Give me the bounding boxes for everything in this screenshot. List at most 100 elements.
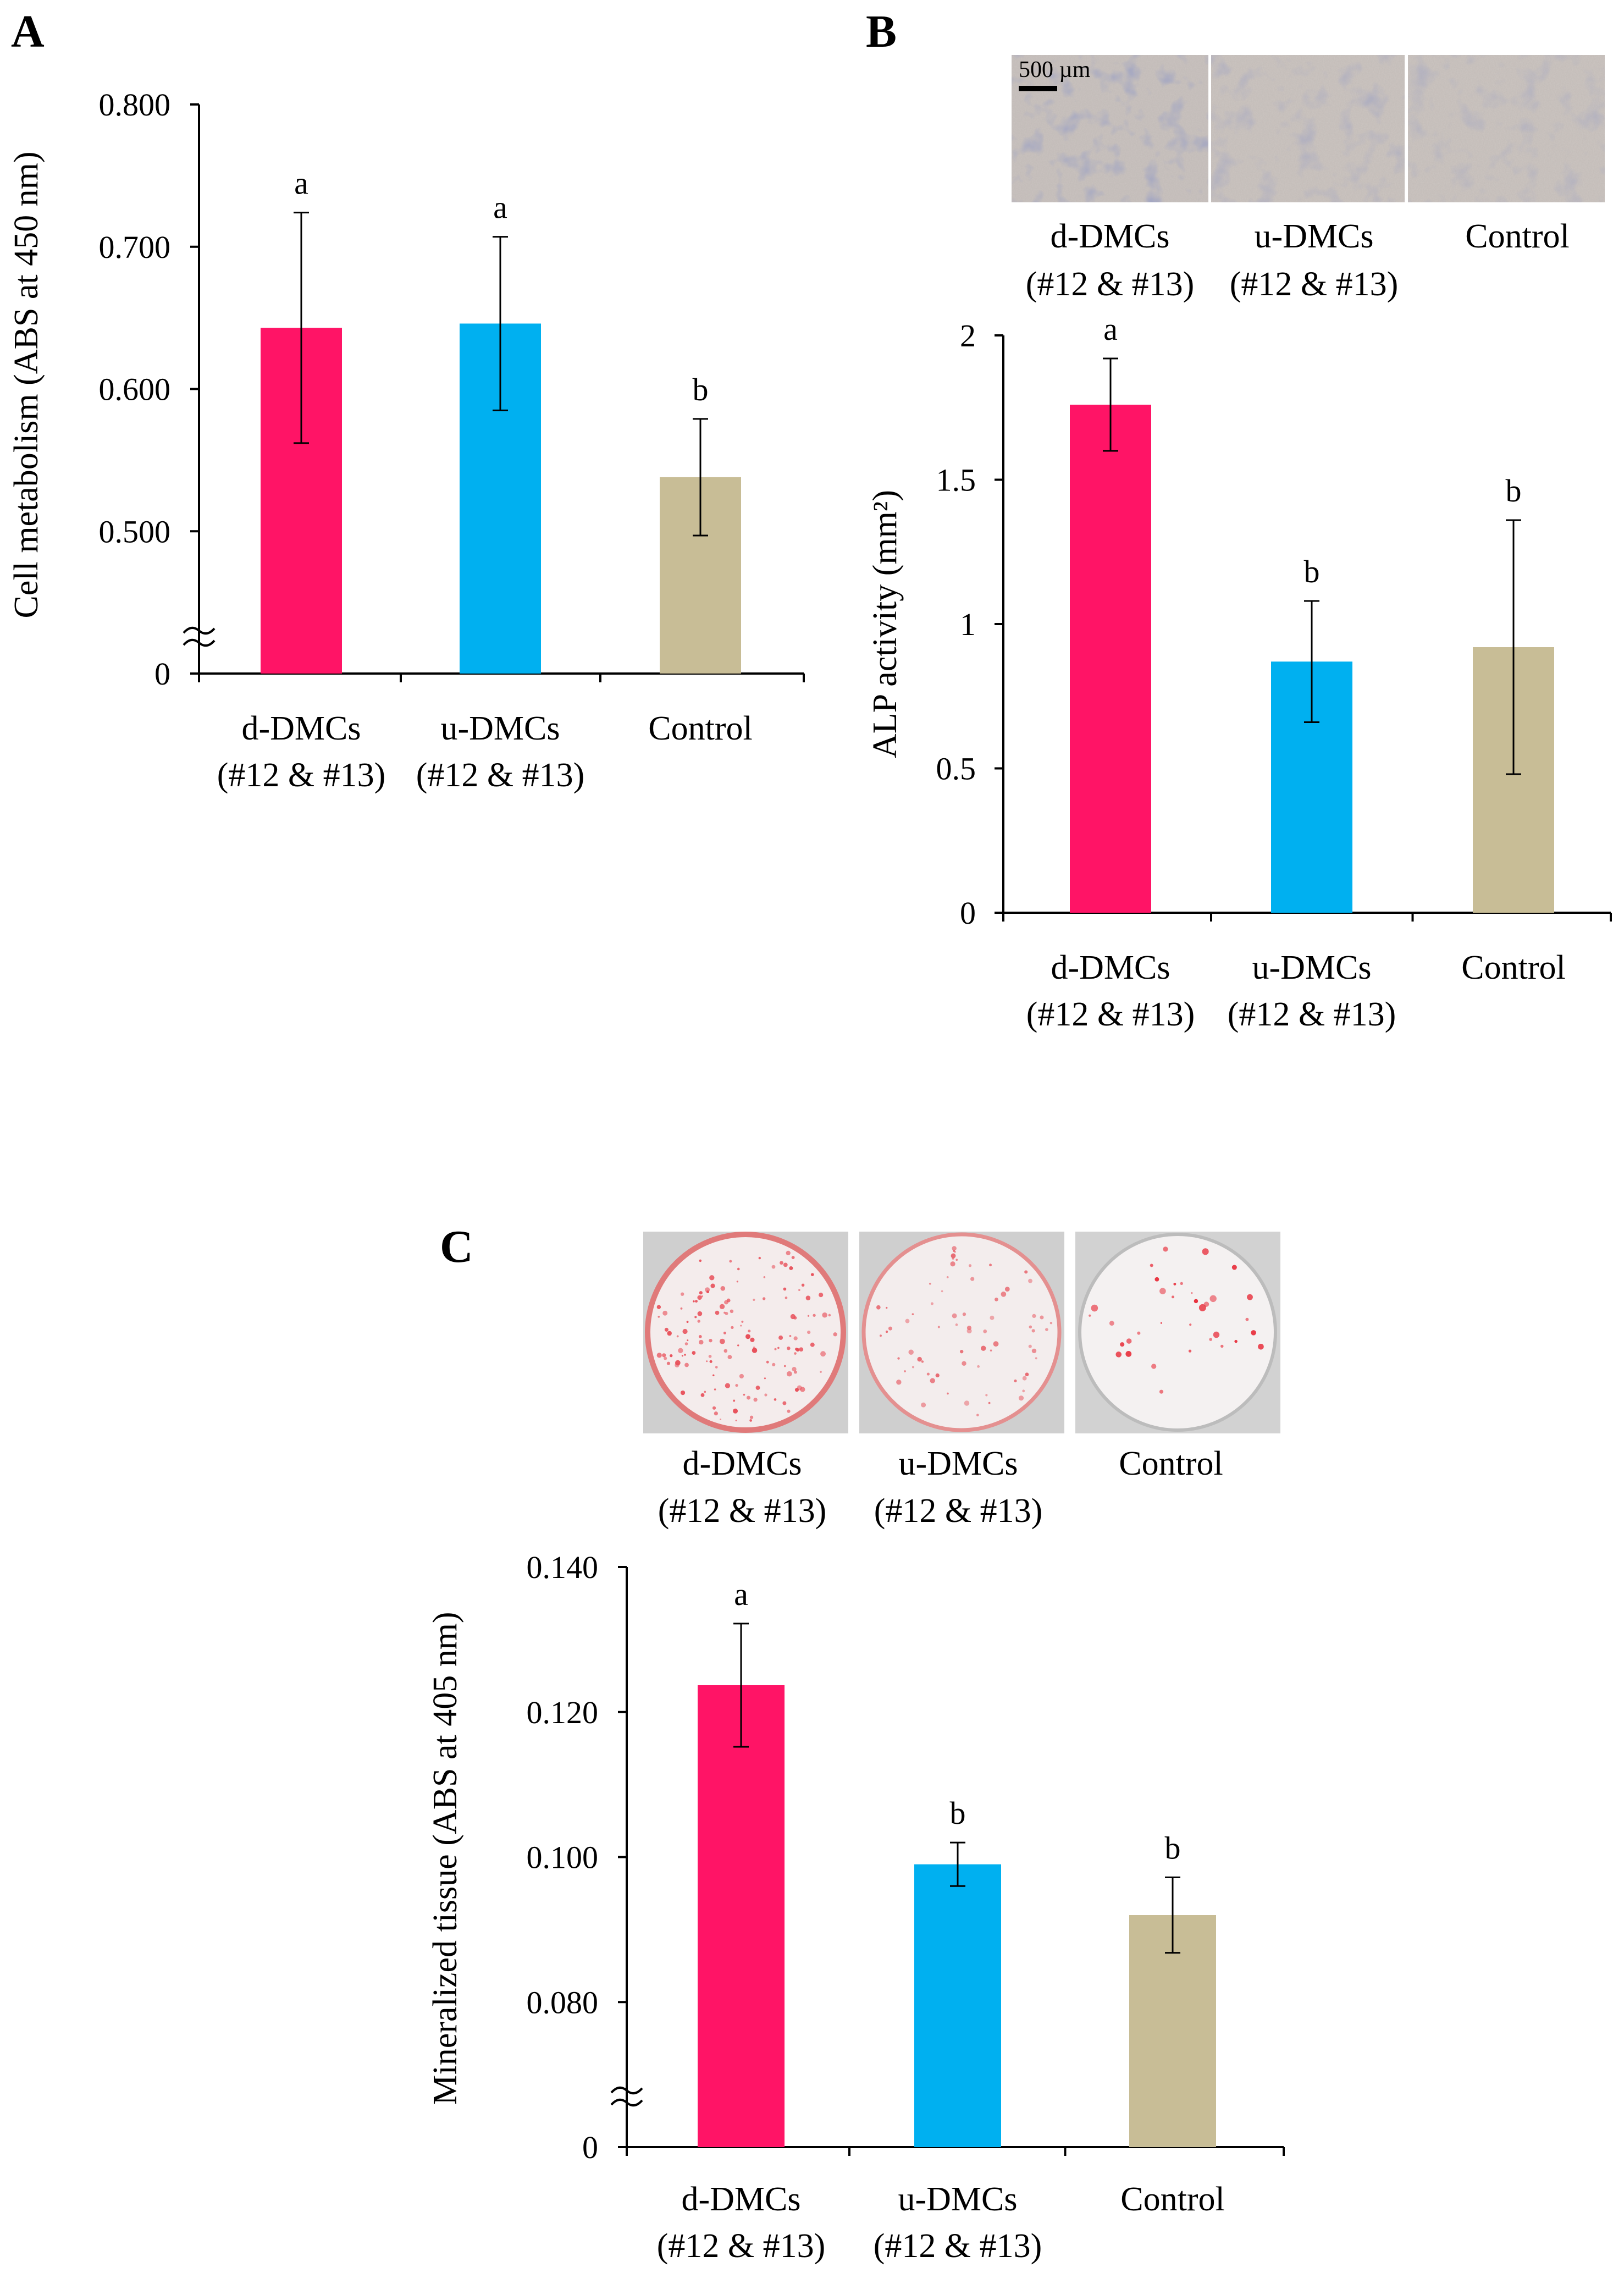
mineral-dot <box>879 1334 882 1337</box>
mineral-dot <box>736 1281 738 1283</box>
mineral-dot <box>700 1393 705 1397</box>
axis-break-mark <box>183 626 216 635</box>
mineral-dot <box>921 1360 924 1363</box>
well-label-3: Control <box>1119 1445 1223 1482</box>
mineral-dot <box>735 1419 737 1422</box>
mineral-dot <box>719 1304 725 1309</box>
mineral-dot <box>964 1400 970 1406</box>
mineral-dot <box>1031 1329 1035 1333</box>
mineral-dot <box>699 1339 704 1345</box>
mineral-dot <box>706 1360 708 1362</box>
micrograph-u-dmcs <box>1211 55 1405 202</box>
well-label-2: u-DMCs <box>898 1445 1018 1482</box>
mineral-dot <box>930 1378 935 1383</box>
mineral-dot <box>774 1348 777 1350</box>
significance-letter: b <box>1506 473 1522 509</box>
panel-c-chart: 0 0.080 0.100 0.120 0.140 Mineralized tissue … <box>427 1549 1285 2265</box>
mineral-dot <box>735 1384 738 1387</box>
mineral-dot <box>755 1386 760 1390</box>
mineral-dot <box>988 1402 991 1404</box>
micrograph-labels: d-DMCs (#12 & #13) u-DMCs (#12 & #13) Co… <box>1026 218 1570 303</box>
mineral-dot <box>828 1314 831 1317</box>
well-label-2b: (#12 & #13) <box>874 1492 1043 1530</box>
mineral-dot <box>656 1353 662 1358</box>
x-category-label: d-DMCs <box>681 2181 800 2218</box>
mineral-dot <box>725 1383 731 1388</box>
y-tick-label: 0.100 <box>527 1840 599 1875</box>
x-category-label-line2: (#12 & #13) <box>217 757 386 794</box>
mineral-dot <box>908 1349 914 1355</box>
mineral-dot <box>810 1273 814 1277</box>
mineral-dot <box>697 1320 700 1323</box>
micrograph-label-1b: (#12 & #13) <box>1026 266 1195 303</box>
mineral-dot <box>680 1292 684 1296</box>
mineral-dot <box>807 1315 810 1317</box>
mineral-dot <box>675 1362 680 1367</box>
mineral-dot <box>941 1290 943 1293</box>
mineral-dot <box>694 1316 697 1318</box>
mineral-dot <box>682 1328 688 1334</box>
mineral-dot <box>789 1334 792 1337</box>
mineral-dot <box>723 1349 728 1353</box>
mineral-dot <box>990 1315 995 1320</box>
micrograph-label-1: d-DMCs <box>1050 218 1169 255</box>
mineral-dot <box>798 1289 800 1292</box>
mineral-dot <box>1189 1323 1192 1326</box>
mineral-dot <box>947 1392 949 1395</box>
mineral-dot <box>786 1250 791 1256</box>
mineral-dot <box>995 1298 998 1301</box>
mineral-dot <box>981 1345 986 1351</box>
mineral-dot <box>1159 1389 1164 1394</box>
mineral-dot <box>701 1295 704 1298</box>
mineral-dot <box>968 1264 972 1267</box>
mineral-dot <box>727 1355 732 1360</box>
mineral-dot <box>1004 1287 1010 1292</box>
mineral-dot <box>1234 1339 1238 1343</box>
mineral-dot <box>955 1259 958 1261</box>
mineral-dot <box>1203 1301 1209 1307</box>
significance-letter: b <box>950 1795 966 1831</box>
mineral-dot <box>714 1388 716 1391</box>
mineral-dot <box>1126 1338 1132 1344</box>
mineral-dot <box>724 1300 728 1305</box>
mineral-dot <box>739 1373 744 1379</box>
mineral-dot <box>1137 1331 1141 1335</box>
mineral-dot <box>786 1371 792 1377</box>
mineral-dot <box>789 1266 793 1270</box>
mineral-dot <box>896 1380 902 1385</box>
mineral-dot <box>820 1371 822 1373</box>
mineral-dot <box>912 1366 915 1369</box>
y-tick-label: 0.140 <box>527 1549 599 1585</box>
mineral-dot <box>1245 1317 1249 1321</box>
y-tick-label: 1.5 <box>936 462 976 498</box>
mineral-dot <box>699 1291 703 1295</box>
mineral-dot <box>905 1318 910 1323</box>
mineral-dot <box>763 1276 766 1278</box>
x-category-label: Control <box>648 710 752 747</box>
mineral-dot <box>684 1354 686 1356</box>
mineral-dot <box>783 1262 788 1267</box>
mineral-dot <box>705 1287 710 1293</box>
mineral-dot <box>983 1329 987 1333</box>
mineral-dot <box>695 1300 698 1303</box>
mineral-dot <box>977 1365 980 1368</box>
mineral-dot <box>670 1354 673 1358</box>
mineral-dot <box>970 1277 975 1281</box>
mineral-dot <box>833 1332 837 1337</box>
mineral-dot <box>959 1349 964 1354</box>
mineral-dot <box>782 1401 787 1405</box>
mineral-dot <box>719 1338 725 1344</box>
mineral-dot <box>1159 1288 1166 1295</box>
mineral-dot <box>790 1314 796 1320</box>
mineral-dot <box>937 1326 940 1328</box>
mineral-dot <box>745 1334 750 1339</box>
mineral-dot <box>758 1256 761 1260</box>
y-tick-label: 0.080 <box>527 1984 599 2020</box>
mineral-dot <box>885 1330 888 1333</box>
mineral-dot <box>667 1331 672 1336</box>
mineral-dot <box>921 1402 926 1408</box>
mineral-dot <box>1014 1379 1017 1383</box>
mineral-dot <box>740 1325 742 1327</box>
mineral-dot <box>1209 1338 1212 1341</box>
panel-b-label: B <box>866 6 897 57</box>
